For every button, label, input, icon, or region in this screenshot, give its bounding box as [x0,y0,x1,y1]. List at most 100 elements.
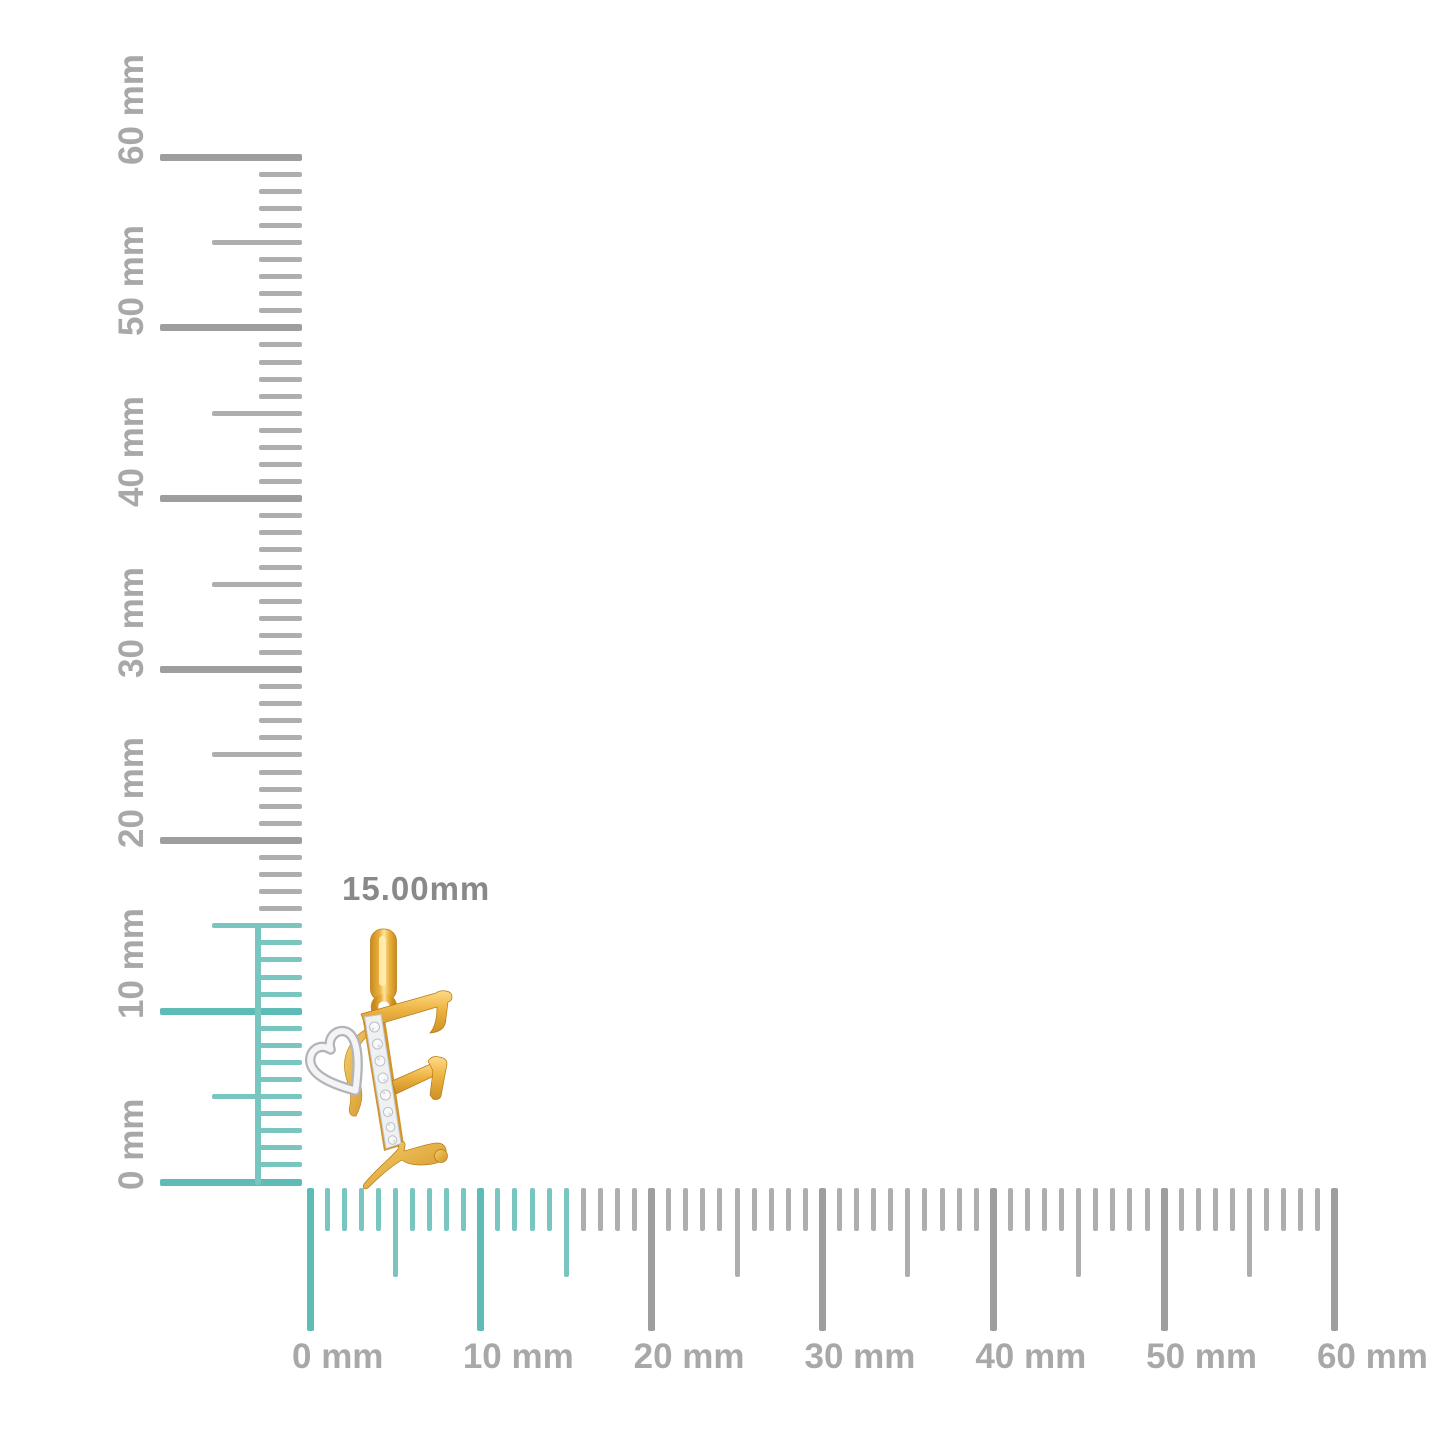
v-ruler-tick-13mm [259,957,302,963]
v-ruler-tick-27mm [259,718,302,724]
v-ruler-tick-30mm [160,666,302,673]
v-ruler-tick-52mm [259,291,302,297]
v-ruler-tick-33mm [259,615,302,621]
v-ruler-tick-9mm [259,1025,302,1031]
h-ruler-tick-45mm [1076,1188,1082,1277]
h-ruler-tick-21mm [666,1188,672,1231]
v-ruler-tick-20mm [160,836,302,844]
v-ruler-tick-19mm [259,854,302,860]
h-ruler-tick-9mm [461,1188,467,1231]
h-ruler-tick-7mm [427,1188,433,1231]
h-ruler-tick-35mm [905,1188,911,1277]
h-ruler-tick-16mm [580,1188,586,1231]
v-ruler-tick-51mm [259,308,302,314]
h-ruler-tick-39mm [973,1188,979,1231]
h-ruler-label-60mm: 60 mm [1316,1337,1428,1376]
h-ruler-tick-4mm [375,1188,381,1231]
v-ruler-tick-26mm [259,735,302,741]
v-ruler-tick-25mm [212,752,302,758]
h-ruler-tick-57mm [1281,1188,1287,1231]
v-ruler-tick-10mm [160,1007,302,1015]
h-ruler-tick-54mm [1229,1188,1235,1231]
v-ruler-tick-42mm [259,462,302,467]
v-ruler-tick-37mm [259,547,302,553]
h-ruler-tick-31mm [837,1188,843,1231]
v-ruler-tick-0mm [160,1178,302,1186]
h-ruler-tick-40mm [989,1188,997,1331]
h-ruler-label-40mm: 40 mm [975,1337,1087,1376]
h-ruler-tick-32mm [854,1188,860,1231]
v-ruler-tick-4mm [259,1111,302,1117]
h-ruler-label-0mm: 0 mm [292,1337,384,1376]
h-ruler-tick-43mm [1042,1188,1048,1231]
v-ruler-tick-35mm [212,581,302,587]
h-ruler-tick-42mm [1024,1188,1030,1231]
h-ruler-label-30mm: 30 mm [804,1337,916,1376]
h-ruler-tick-51mm [1178,1188,1184,1231]
v-ruler-tick-48mm [259,359,302,365]
h-ruler-tick-11mm [495,1188,501,1231]
h-ruler-tick-34mm [888,1188,894,1231]
h-ruler-label-50mm: 50 mm [1146,1337,1258,1376]
h-ruler-tick-29mm [802,1188,808,1231]
v-ruler-tick-1mm [259,1162,302,1168]
v-ruler-tick-18mm [259,872,302,877]
v-ruler-tick-53mm [259,274,302,280]
v-ruler-tick-2mm [259,1145,302,1151]
v-ruler-label-30mm: 30 mm [112,566,151,678]
h-ruler-tick-46mm [1093,1188,1099,1231]
h-ruler-tick-60mm [1331,1188,1339,1331]
v-ruler-tick-59mm [259,171,302,177]
h-ruler-tick-20mm [648,1188,656,1331]
h-ruler-tick-52mm [1195,1188,1201,1231]
h-ruler-tick-15mm [563,1188,569,1277]
h-ruler-tick-19mm [632,1188,638,1231]
h-ruler-tick-2mm [341,1188,347,1231]
v-ruler-tick-22mm [259,803,302,809]
h-ruler-tick-22mm [683,1188,689,1231]
h-ruler-tick-1mm [324,1188,330,1231]
v-ruler-tick-11mm [259,991,302,997]
v-ruler-label-60mm: 60 mm [112,54,151,166]
v-ruler-tick-16mm [259,906,302,912]
v-ruler-label-50mm: 50 mm [112,224,151,336]
v-ruler-tick-31mm [259,649,302,655]
h-ruler-tick-17mm [597,1188,603,1231]
v-ruler-tick-32mm [259,632,302,638]
v-ruler-tick-14mm [259,940,302,946]
v-ruler-tick-45mm [212,410,302,416]
v-ruler-tick-6mm [259,1077,302,1082]
h-ruler-tick-25mm [734,1188,740,1277]
v-ruler-tick-50mm [160,324,302,332]
h-ruler-tick-33mm [871,1188,877,1231]
v-ruler-label-0mm: 0 mm [112,1098,151,1190]
v-ruler-tick-34mm [259,598,302,604]
v-ruler-tick-49mm [259,342,302,348]
h-ruler-tick-53mm [1212,1188,1218,1231]
pendant-diamond-strip [363,1013,402,1150]
v-ruler-tick-46mm [259,393,302,399]
h-ruler-tick-58mm [1298,1188,1304,1231]
v-ruler-tick-41mm [259,479,302,485]
v-ruler-tick-12mm [259,974,302,980]
h-ruler-tick-37mm [939,1188,945,1231]
v-ruler-tick-57mm [259,205,302,211]
h-ruler-tick-41mm [1007,1188,1013,1231]
v-ruler-tick-60mm [160,153,302,161]
v-ruler-tick-55mm [212,239,302,245]
h-ruler-tick-27mm [768,1188,774,1231]
h-ruler-tick-8mm [444,1188,450,1231]
v-ruler-tick-23mm [259,786,302,792]
h-ruler-label-10mm: 10 mm [462,1337,574,1376]
v-ruler-tick-56mm [259,222,302,228]
v-ruler-label-40mm: 40 mm [112,395,151,507]
v-ruler-tick-58mm [259,188,302,194]
h-ruler-tick-5mm [392,1188,398,1277]
v-ruler-tick-54mm [259,257,302,263]
v-ruler-tick-29mm [259,684,302,690]
h-ruler-label-20mm: 20 mm [633,1337,745,1376]
pendant-photo [304,928,453,1190]
v-ruler-tick-47mm [259,376,302,382]
h-ruler-tick-12mm [512,1188,518,1231]
